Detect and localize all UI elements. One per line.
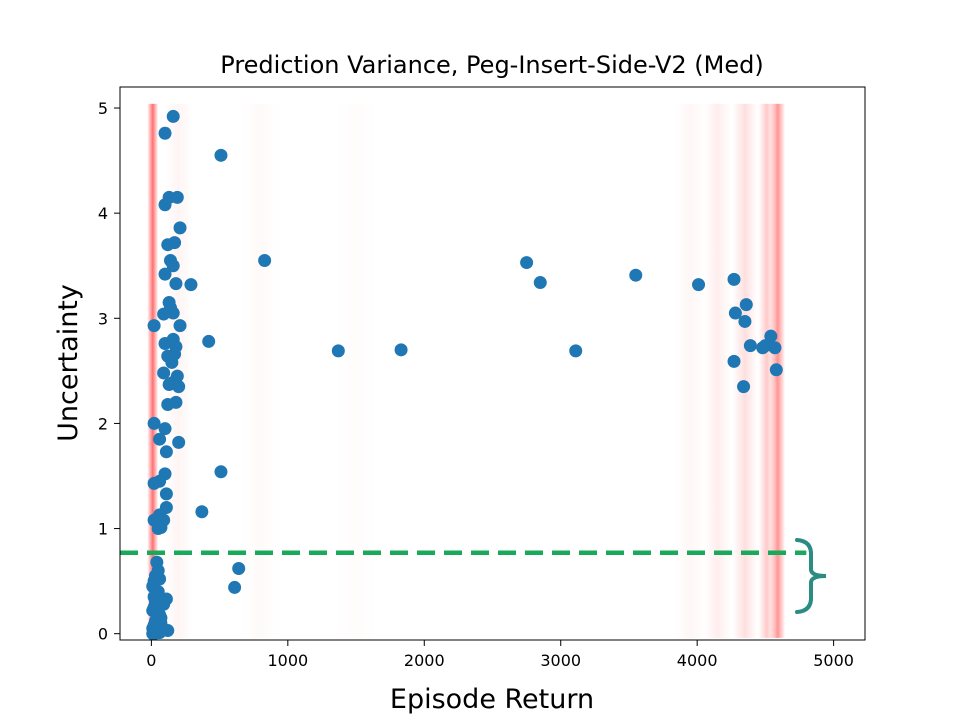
data-point bbox=[520, 256, 534, 270]
data-point bbox=[158, 267, 172, 281]
y-tick-label: 0 bbox=[98, 625, 108, 644]
x-axis-label: Episode Return bbox=[390, 684, 594, 715]
data-point bbox=[172, 380, 186, 394]
data-point bbox=[228, 580, 242, 594]
density-band bbox=[240, 103, 282, 638]
density-bands bbox=[147, 103, 786, 638]
data-point bbox=[166, 306, 180, 320]
chart-title: Prediction Variance, Peg-Insert-Side-V2 … bbox=[220, 51, 763, 79]
data-point bbox=[743, 339, 757, 353]
data-point bbox=[169, 277, 183, 291]
data-points bbox=[146, 109, 783, 641]
data-point bbox=[214, 465, 228, 479]
data-point bbox=[764, 329, 778, 343]
data-point bbox=[195, 505, 209, 519]
data-point bbox=[728, 306, 742, 320]
data-point bbox=[166, 259, 180, 273]
data-point bbox=[158, 126, 172, 140]
x-tick-label: 3000 bbox=[540, 651, 581, 670]
data-point bbox=[147, 319, 161, 333]
data-point bbox=[157, 366, 171, 380]
x-tick-label: 1000 bbox=[267, 651, 308, 670]
data-point bbox=[727, 272, 741, 286]
data-point bbox=[159, 445, 173, 459]
data-point bbox=[737, 380, 751, 394]
y-tick-label: 4 bbox=[98, 204, 108, 223]
data-point bbox=[172, 435, 186, 449]
data-point bbox=[151, 522, 165, 536]
threshold-brace bbox=[795, 538, 827, 614]
data-point bbox=[692, 278, 706, 292]
data-point bbox=[159, 487, 173, 501]
data-point bbox=[738, 314, 752, 328]
data-point bbox=[165, 355, 179, 369]
x-tick-label: 2000 bbox=[404, 651, 445, 670]
density-band bbox=[703, 103, 732, 638]
data-point bbox=[768, 341, 782, 355]
data-point bbox=[159, 592, 173, 606]
data-point bbox=[331, 344, 345, 358]
y-tick-label: 5 bbox=[98, 99, 108, 118]
data-point bbox=[157, 307, 171, 321]
x-tick-label: 5000 bbox=[813, 651, 854, 670]
y-axis-label: Uncertainty bbox=[53, 284, 84, 442]
density-band bbox=[758, 103, 775, 638]
data-point bbox=[258, 253, 272, 267]
data-point bbox=[161, 238, 175, 252]
data-point bbox=[161, 398, 175, 412]
data-point bbox=[739, 298, 753, 312]
data-point bbox=[147, 476, 161, 490]
data-point bbox=[147, 416, 161, 430]
data-point bbox=[756, 341, 770, 355]
data-point bbox=[727, 354, 741, 368]
data-point bbox=[202, 334, 216, 348]
data-point bbox=[214, 148, 228, 162]
data-point bbox=[769, 363, 783, 377]
data-point bbox=[629, 268, 643, 282]
data-point bbox=[184, 278, 198, 292]
data-point bbox=[158, 337, 172, 351]
data-point bbox=[569, 344, 583, 358]
data-point bbox=[232, 562, 246, 576]
data-point bbox=[170, 190, 184, 204]
density-band bbox=[732, 103, 758, 638]
data-point bbox=[533, 276, 547, 290]
data-point bbox=[173, 221, 187, 235]
data-point bbox=[394, 343, 408, 357]
data-point bbox=[154, 611, 168, 625]
density-band bbox=[335, 103, 377, 638]
density-band bbox=[147, 103, 159, 638]
density-band bbox=[675, 103, 706, 638]
data-point bbox=[173, 319, 187, 333]
data-point bbox=[166, 109, 180, 123]
x-axis-ticks: 0 1000 2000 3000 4000 5000 bbox=[146, 640, 854, 670]
x-tick-label: 0 bbox=[146, 651, 156, 670]
plot-frame bbox=[119, 86, 866, 641]
y-tick-label: 3 bbox=[98, 309, 108, 328]
data-point bbox=[158, 198, 172, 212]
data-point bbox=[158, 422, 172, 436]
y-tick-label: 2 bbox=[98, 414, 108, 433]
y-tick-label: 1 bbox=[98, 520, 108, 539]
data-point bbox=[153, 432, 167, 446]
y-axis-ticks: 0 1 2 3 4 5 bbox=[98, 99, 120, 644]
x-tick-label: 4000 bbox=[677, 651, 718, 670]
